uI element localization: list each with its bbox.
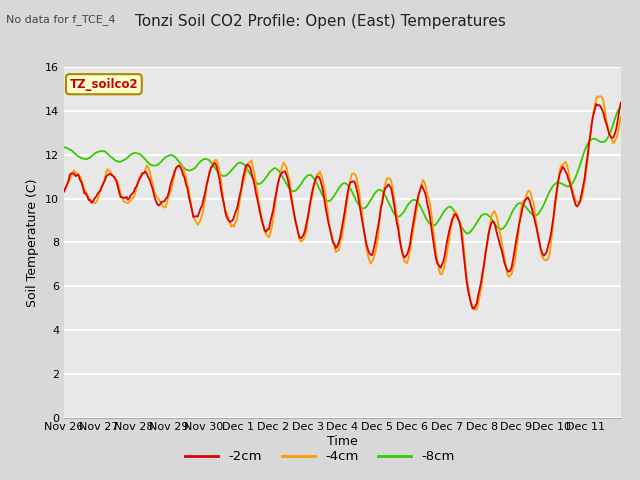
- Text: TZ_soilco2: TZ_soilco2: [70, 78, 138, 91]
- Text: No data for f_TCE_4: No data for f_TCE_4: [6, 14, 116, 25]
- Text: Tonzi Soil CO2 Profile: Open (East) Temperatures: Tonzi Soil CO2 Profile: Open (East) Temp…: [134, 14, 506, 29]
- Legend: -2cm, -4cm, -8cm: -2cm, -4cm, -8cm: [179, 445, 461, 468]
- X-axis label: Time: Time: [327, 435, 358, 448]
- Y-axis label: Soil Temperature (C): Soil Temperature (C): [26, 178, 40, 307]
